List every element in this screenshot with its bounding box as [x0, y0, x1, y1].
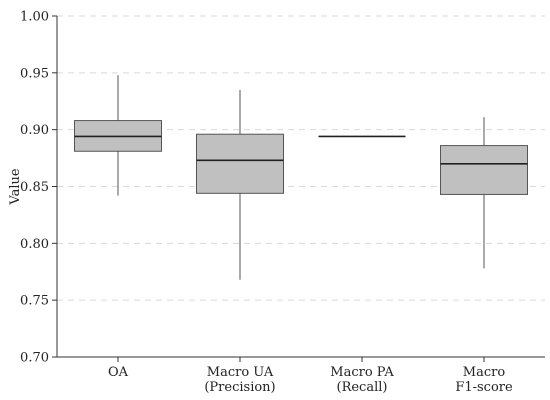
x-tick-label-line: OA — [108, 365, 129, 380]
x-tick-label: Macro F1-score — [455, 365, 513, 395]
box-4 — [440, 117, 528, 269]
x-tick-label-line: Macro UA — [207, 365, 274, 380]
x-tick-label: Macro UA (Precision) — [204, 365, 275, 395]
box-1 — [74, 75, 162, 196]
x-tick-label: Macro PA (Recall) — [330, 365, 394, 395]
x-tick-label-line: Macro PA — [330, 365, 394, 380]
box-plot-series — [74, 75, 528, 280]
box-2 — [196, 89, 284, 280]
y-axis: 0.70 0.75 0.80 0.85 0.90 0.95 1.00 — [20, 10, 58, 366]
x-tick-label: OA — [108, 365, 129, 380]
y-tick-label: 1.00 — [20, 10, 49, 25]
iqr-box — [440, 145, 528, 195]
iqr-box — [196, 133, 284, 194]
y-tick-label: 0.95 — [20, 66, 49, 81]
y-tick-label: 0.90 — [20, 123, 49, 138]
x-tick-label-line: F1-score — [455, 380, 513, 395]
y-axis-title: Value — [8, 168, 23, 205]
y-tick-label: 0.85 — [20, 180, 49, 195]
x-axis: OA Macro UA (Precision)Macro PA (Recall)Mac… — [57, 356, 545, 395]
y-tick-label: 0.80 — [20, 237, 49, 252]
y-tick-label: 0.70 — [20, 351, 49, 366]
x-tick-label-line: (Precision) — [204, 380, 275, 395]
y-tick-label: 0.75 — [20, 294, 49, 309]
x-tick-label-line: Macro — [463, 365, 506, 380]
x-tick-label-line: (Recall) — [337, 380, 388, 395]
